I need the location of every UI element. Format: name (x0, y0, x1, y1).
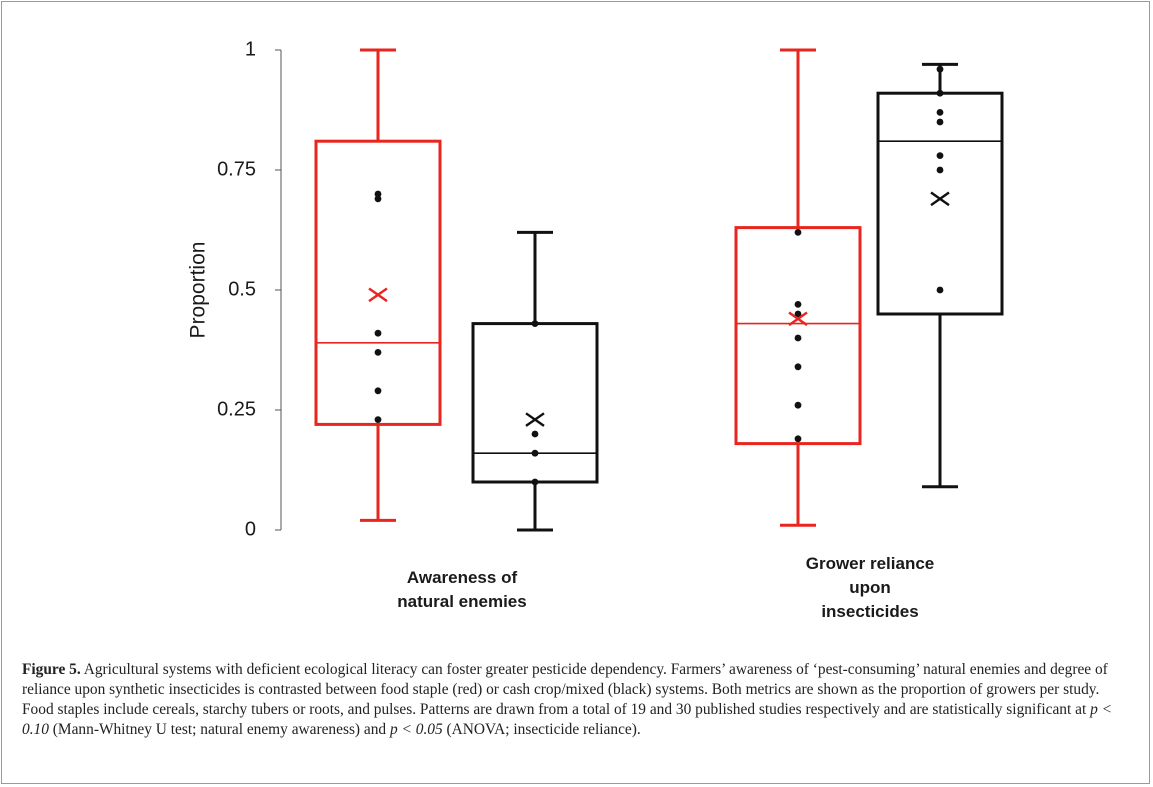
category-label-line: natural enemies (397, 592, 526, 611)
y-axis: 0 0.25 0.5 0.75 1 (217, 38, 282, 540)
category-label-line: Awareness of (407, 568, 518, 587)
box-1 (471, 230, 599, 532)
data-point (531, 320, 539, 327)
data-point (936, 109, 944, 116)
data-point (936, 286, 944, 294)
category-label-line: Grower reliance (806, 554, 935, 573)
y-tick-label: 1 (245, 38, 256, 60)
box-iqr (734, 226, 862, 446)
data-point (936, 89, 944, 97)
data-point (374, 190, 382, 198)
data-point (936, 152, 944, 160)
data-point (794, 401, 802, 409)
data-point (374, 349, 382, 356)
box-iqr (876, 91, 1004, 316)
data-point (936, 118, 944, 126)
mean-marker (368, 287, 388, 303)
caption-stat-2: p < 0.05 (389, 721, 443, 738)
box-iqr (314, 139, 442, 426)
box-iqr (471, 322, 599, 484)
data-point (531, 430, 539, 438)
box-2 (734, 48, 862, 527)
data-point (794, 435, 802, 443)
data-point (531, 478, 539, 486)
data-point (374, 387, 382, 395)
box-3 (876, 62, 1004, 489)
data-point (794, 229, 802, 236)
data-point (936, 65, 944, 73)
figure-caption: Figure 5. Agricultural systems with defi… (22, 660, 1134, 740)
category-label-awareness: Awareness of natural enemies (397, 568, 526, 611)
category-label-line: insecticides (821, 602, 918, 621)
data-point (374, 195, 382, 203)
data-point (794, 310, 802, 318)
data-point (794, 363, 802, 371)
category-label-line: upon (849, 578, 891, 597)
y-tick-label: 0.25 (217, 398, 256, 420)
data-point (531, 449, 539, 457)
data-point (794, 301, 802, 308)
y-axis-label: Proportion (187, 242, 210, 339)
plot-area (314, 48, 1004, 532)
y-tick-label: 0 (245, 518, 256, 540)
figure-label: Figure 5. (22, 661, 81, 678)
category-label-reliance: Grower reliance upon insecticides (806, 554, 935, 621)
data-point (936, 166, 944, 174)
box-0 (314, 48, 442, 522)
y-tick-label: 0.75 (217, 158, 256, 180)
caption-text-1: Agricultural systems with deficient ecol… (22, 661, 1108, 718)
mean-marker (525, 412, 545, 427)
caption-stat-1: p < 0.10 (22, 701, 1113, 738)
data-point (794, 334, 802, 342)
caption-text-3: (ANOVA; insecticide reliance). (442, 721, 641, 738)
mean-marker (788, 311, 808, 327)
data-point (374, 416, 382, 423)
data-point (374, 329, 382, 337)
caption-text-2: (Mann-Whitney U test; natural enemy awar… (48, 721, 390, 738)
y-tick-label: 0.5 (228, 278, 256, 300)
box-plot-chart: 0 0.25 0.5 0.75 1 Proportion Awareness of nat… (187, 38, 1004, 621)
mean-marker (930, 191, 950, 207)
